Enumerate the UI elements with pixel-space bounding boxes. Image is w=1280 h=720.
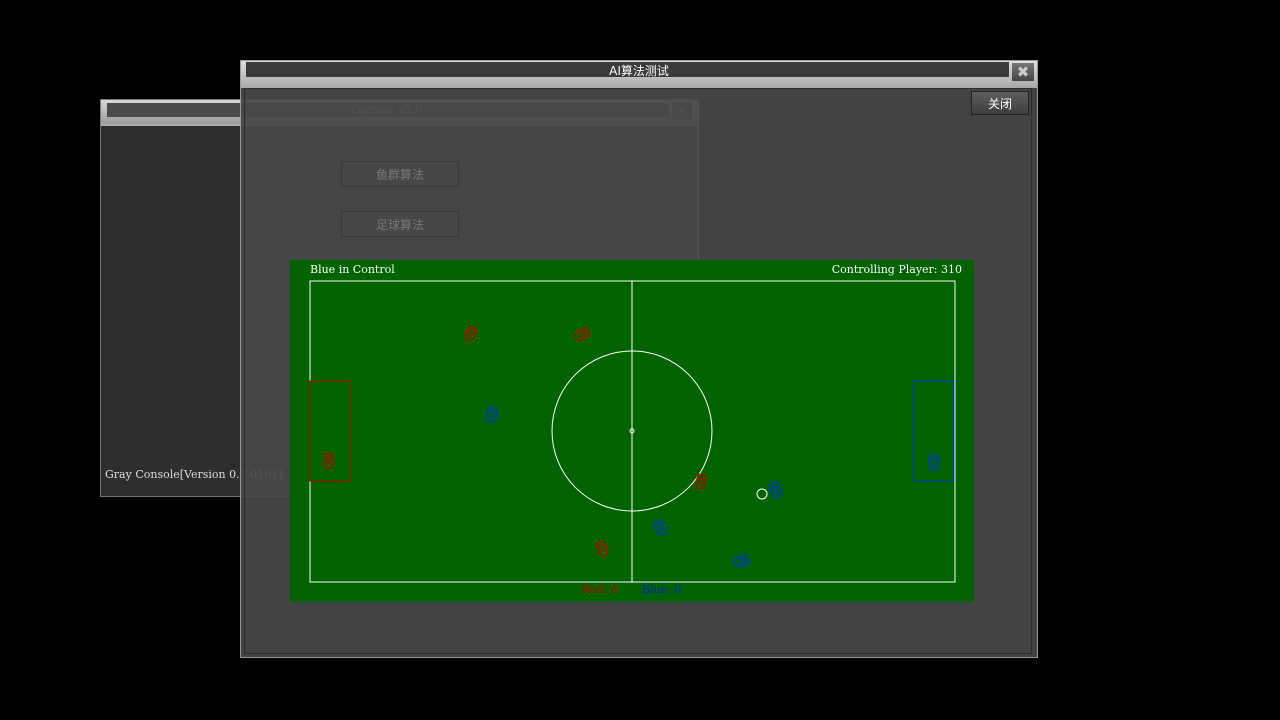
blue-player-2 [928, 455, 940, 471]
red-player-1 [464, 325, 479, 342]
ball [756, 488, 768, 500]
close-button[interactable]: 关闭 [971, 91, 1029, 115]
red-player-3 [323, 453, 335, 469]
main-title-bar[interactable]: AI算法测试 ✖ [241, 61, 1037, 88]
console-version-text: Gray Console[Version 0.0.0101] [105, 468, 283, 481]
control-status: Blue in Control [310, 263, 395, 276]
fish-algorithm-button[interactable]: 鱼群算法 [341, 161, 459, 187]
close-icon[interactable]: ✖ [1012, 63, 1034, 81]
center-spot [629, 428, 635, 434]
blue-player-5 [733, 554, 750, 568]
blue-player-3 [768, 481, 782, 498]
controlling-player-label: Controlling Player: 310 [831, 263, 962, 276]
soccer-algorithm-button[interactable]: 足球算法 [341, 211, 459, 237]
pitch-canvas [309, 280, 956, 583]
red-score: Red: 0 [582, 583, 619, 596]
red-player-2 [574, 326, 591, 341]
blue-player-4 [653, 519, 667, 536]
blue-player-1 [485, 406, 498, 423]
blue-score: Blue: 0 [642, 583, 682, 596]
main-window-frame [244, 88, 1032, 654]
red-player-5 [595, 540, 609, 557]
main-window-title: AI算法测试 [609, 64, 669, 78]
red-goal [309, 380, 351, 482]
blue-goal [913, 380, 955, 482]
center-circle [551, 350, 713, 512]
red-player-4 [694, 473, 708, 490]
console-ghost-panel [241, 101, 699, 261]
main-title-strip [246, 62, 1009, 77]
players-layer [323, 325, 940, 568]
soccer-field[interactable]: Blue in Control Controlling Player: 310 … [290, 260, 974, 602]
